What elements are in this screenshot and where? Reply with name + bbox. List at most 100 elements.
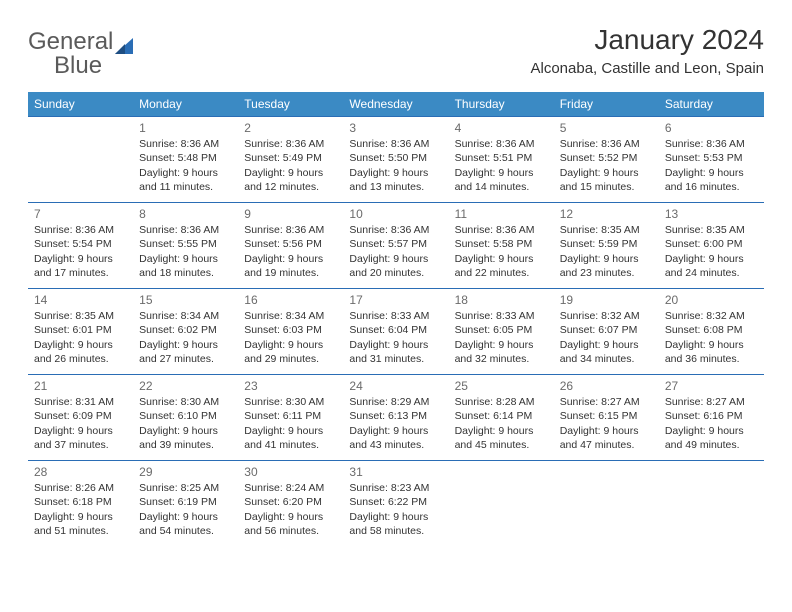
daylight-text: Daylight: 9 hours (349, 424, 442, 438)
sunrise-text: Sunrise: 8:26 AM (34, 481, 127, 495)
daylight-text: Daylight: 9 hours (244, 424, 337, 438)
daylight-text: and 31 minutes. (349, 352, 442, 366)
calendar-cell: 28Sunrise: 8:26 AMSunset: 6:18 PMDayligh… (28, 461, 133, 547)
sunrise-text: Sunrise: 8:36 AM (560, 137, 653, 151)
daylight-text: Daylight: 9 hours (244, 510, 337, 524)
daylight-text: Daylight: 9 hours (139, 510, 232, 524)
daylight-text: Daylight: 9 hours (349, 338, 442, 352)
calendar-cell: 2Sunrise: 8:36 AMSunset: 5:49 PMDaylight… (238, 117, 343, 203)
daylight-text: Daylight: 9 hours (349, 252, 442, 266)
day-number: 15 (139, 292, 232, 308)
daylight-text: and 16 minutes. (665, 180, 758, 194)
sunset-text: Sunset: 6:04 PM (349, 323, 442, 337)
day-number: 30 (244, 464, 337, 480)
calendar-cell: 5Sunrise: 8:36 AMSunset: 5:52 PMDaylight… (554, 117, 659, 203)
daylight-text: and 27 minutes. (139, 352, 232, 366)
daylight-text: Daylight: 9 hours (455, 166, 548, 180)
daylight-text: Daylight: 9 hours (560, 338, 653, 352)
sunset-text: Sunset: 6:07 PM (560, 323, 653, 337)
sunrise-text: Sunrise: 8:36 AM (244, 223, 337, 237)
sunset-text: Sunset: 5:50 PM (349, 151, 442, 165)
daylight-text: Daylight: 9 hours (139, 252, 232, 266)
sunrise-text: Sunrise: 8:27 AM (665, 395, 758, 409)
sunset-text: Sunset: 6:15 PM (560, 409, 653, 423)
daylight-text: Daylight: 9 hours (34, 424, 127, 438)
daylight-text: and 34 minutes. (560, 352, 653, 366)
sunset-text: Sunset: 5:51 PM (455, 151, 548, 165)
day-number: 26 (560, 378, 653, 394)
sunset-text: Sunset: 6:19 PM (139, 495, 232, 509)
day-number: 8 (139, 206, 232, 222)
sunset-text: Sunset: 5:53 PM (665, 151, 758, 165)
daylight-text: Daylight: 9 hours (244, 166, 337, 180)
calendar-cell (554, 461, 659, 547)
calendar-cell: 6Sunrise: 8:36 AMSunset: 5:53 PMDaylight… (659, 117, 764, 203)
sunset-text: Sunset: 5:56 PM (244, 237, 337, 251)
calendar-cell: 13Sunrise: 8:35 AMSunset: 6:00 PMDayligh… (659, 203, 764, 289)
calendar-week-row: 28Sunrise: 8:26 AMSunset: 6:18 PMDayligh… (28, 461, 764, 547)
sunrise-text: Sunrise: 8:32 AM (665, 309, 758, 323)
sunset-text: Sunset: 6:18 PM (34, 495, 127, 509)
day-number: 12 (560, 206, 653, 222)
day-number: 6 (665, 120, 758, 136)
daylight-text: and 20 minutes. (349, 266, 442, 280)
daylight-text: Daylight: 9 hours (665, 338, 758, 352)
daylight-text: Daylight: 9 hours (139, 338, 232, 352)
sunset-text: Sunset: 5:49 PM (244, 151, 337, 165)
calendar-week-row: 14Sunrise: 8:35 AMSunset: 6:01 PMDayligh… (28, 289, 764, 375)
daylight-text: and 58 minutes. (349, 524, 442, 538)
day-number: 2 (244, 120, 337, 136)
daylight-text: and 26 minutes. (34, 352, 127, 366)
daylight-text: Daylight: 9 hours (139, 166, 232, 180)
day-number: 1 (139, 120, 232, 136)
daylight-text: and 39 minutes. (139, 438, 232, 452)
sunset-text: Sunset: 6:02 PM (139, 323, 232, 337)
day-number: 23 (244, 378, 337, 394)
calendar-cell (449, 461, 554, 547)
daylight-text: Daylight: 9 hours (34, 338, 127, 352)
sunrise-text: Sunrise: 8:36 AM (455, 223, 548, 237)
daylight-text: and 14 minutes. (455, 180, 548, 194)
logo-sail-icon (113, 36, 135, 58)
sunset-text: Sunset: 5:52 PM (560, 151, 653, 165)
sunrise-text: Sunrise: 8:35 AM (665, 223, 758, 237)
sunrise-text: Sunrise: 8:28 AM (455, 395, 548, 409)
logo-word-general: General (28, 28, 113, 55)
sunrise-text: Sunrise: 8:23 AM (349, 481, 442, 495)
sunset-text: Sunset: 6:09 PM (34, 409, 127, 423)
calendar-cell: 1Sunrise: 8:36 AMSunset: 5:48 PMDaylight… (133, 117, 238, 203)
day-header: Thursday (449, 92, 554, 117)
day-number: 29 (139, 464, 232, 480)
daylight-text: and 22 minutes. (455, 266, 548, 280)
month-title: January 2024 (531, 24, 765, 56)
sunrise-text: Sunrise: 8:32 AM (560, 309, 653, 323)
calendar-cell: 7Sunrise: 8:36 AMSunset: 5:54 PMDaylight… (28, 203, 133, 289)
calendar-cell: 19Sunrise: 8:32 AMSunset: 6:07 PMDayligh… (554, 289, 659, 375)
calendar-cell: 31Sunrise: 8:23 AMSunset: 6:22 PMDayligh… (343, 461, 448, 547)
daylight-text: and 41 minutes. (244, 438, 337, 452)
day-number: 20 (665, 292, 758, 308)
daylight-text: and 51 minutes. (34, 524, 127, 538)
daylight-text: and 43 minutes. (349, 438, 442, 452)
daylight-text: and 36 minutes. (665, 352, 758, 366)
calendar-cell: 23Sunrise: 8:30 AMSunset: 6:11 PMDayligh… (238, 375, 343, 461)
daylight-text: and 11 minutes. (139, 180, 232, 194)
calendar-week-row: 21Sunrise: 8:31 AMSunset: 6:09 PMDayligh… (28, 375, 764, 461)
logo-word-blue: Blue (54, 52, 102, 79)
sunset-text: Sunset: 5:57 PM (349, 237, 442, 251)
sunset-text: Sunset: 5:58 PM (455, 237, 548, 251)
day-number: 13 (665, 206, 758, 222)
day-number: 11 (455, 206, 548, 222)
daylight-text: and 49 minutes. (665, 438, 758, 452)
daylight-text: Daylight: 9 hours (665, 424, 758, 438)
calendar-cell: 16Sunrise: 8:34 AMSunset: 6:03 PMDayligh… (238, 289, 343, 375)
daylight-text: and 56 minutes. (244, 524, 337, 538)
sunrise-text: Sunrise: 8:27 AM (560, 395, 653, 409)
daylight-text: Daylight: 9 hours (244, 338, 337, 352)
daylight-text: and 18 minutes. (139, 266, 232, 280)
sunset-text: Sunset: 6:05 PM (455, 323, 548, 337)
day-header: Tuesday (238, 92, 343, 117)
calendar-cell: 29Sunrise: 8:25 AMSunset: 6:19 PMDayligh… (133, 461, 238, 547)
location: Alconaba, Castille and Leon, Spain (531, 60, 765, 77)
calendar-week-row: 1Sunrise: 8:36 AMSunset: 5:48 PMDaylight… (28, 117, 764, 203)
